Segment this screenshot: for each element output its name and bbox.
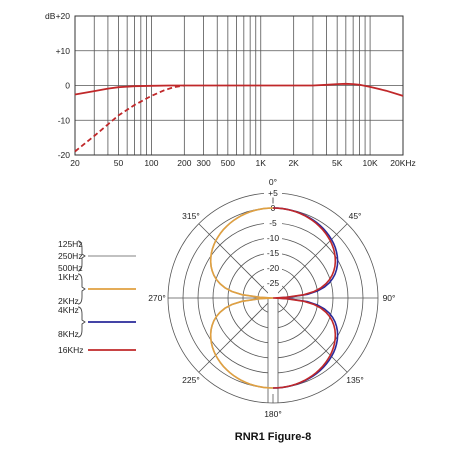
legend-label: 8KHz — [58, 329, 79, 339]
polar-angle-label: 315° — [182, 211, 200, 221]
polar-angle-label: 90° — [383, 293, 396, 303]
freq-y-tick-label: 0 — [65, 81, 70, 91]
polar-center-gap — [268, 208, 278, 394]
legend-label: 2KHz — [58, 296, 79, 306]
polar-spoke — [272, 223, 348, 299]
polar-tick-label-bg — [264, 278, 282, 288]
legend-brace — [77, 273, 86, 305]
polar-title: RNR1 Figure-8 — [235, 431, 311, 443]
polar-tick-label-bg — [264, 233, 282, 243]
polar-radial-tick-label: +5 — [268, 188, 278, 198]
polar-tick-label-bg — [264, 263, 282, 273]
polar-angle-label: 0° — [269, 177, 277, 187]
legend-brace — [77, 306, 86, 338]
freq-x-tick-label: 50 — [114, 158, 124, 168]
polar-radial-tick-label: -15 — [267, 248, 280, 258]
freq-x-tick-label: 100 — [144, 158, 158, 168]
polar-radial-tick-label: -20 — [267, 263, 280, 273]
polar-tick-label-bg — [264, 218, 282, 228]
polar-spoke — [272, 297, 348, 373]
polar-spoke — [198, 223, 274, 299]
freq-x-tick-label: 10K — [363, 158, 378, 168]
freq-x-tick-label: 20KHz — [390, 158, 416, 168]
polar-spoke — [198, 297, 274, 373]
legend-label: 1KHz — [58, 272, 79, 282]
legend-label: 4KHz — [58, 305, 79, 315]
freq-x-tick-label: 5K — [332, 158, 343, 168]
freq-x-tick-label: 2K — [288, 158, 299, 168]
polar-angle-label: 225° — [182, 375, 200, 385]
legend-brace — [77, 240, 86, 272]
freq-y-tick-label: +20 — [56, 11, 71, 21]
freq-x-tick-label: 200 — [177, 158, 191, 168]
legend-label: 500Hz — [58, 263, 83, 273]
legend-label: 125Hz — [58, 239, 83, 249]
polar-angle-label: 180° — [264, 409, 282, 419]
polar-angle-label: 270° — [148, 293, 166, 303]
polar-angle-label: 45° — [349, 211, 362, 221]
polar-radial-tick-label: -25 — [267, 278, 280, 288]
polar-tick-label-bg — [264, 188, 282, 198]
freq-plot-frame — [74, 15, 404, 156]
freq-x-tick-label: 300 — [196, 158, 210, 168]
frequency-response-chart: +20 +10 0 -10 -20 dB 20 50 100 200 300 500 1K 2K 5K 10K… — [45, 11, 416, 168]
polar-tick-label-bg — [264, 248, 282, 258]
polar-radial-tick-label: -10 — [267, 233, 280, 243]
freq-response-line — [74, 82, 404, 97]
polar-pattern-chart: +50-5-10-15-20-250°45°90°135°180°225°270… — [148, 177, 395, 419]
freq-y-tick-label: +10 — [56, 46, 71, 56]
legend-label: 250Hz — [58, 251, 83, 261]
freq-x-tick-label: 1K — [256, 158, 267, 168]
legend-label: 16KHz — [58, 345, 84, 355]
freq-response-line-dashed — [74, 84, 185, 153]
polar-pattern-curve — [272, 207, 337, 389]
polar-radial-tick-label: -5 — [269, 218, 277, 228]
freq-y-tick-label: -10 — [58, 115, 71, 125]
freq-y-unit-label: dB — [45, 11, 56, 21]
polar-angle-label: 135° — [346, 375, 364, 385]
freq-x-tick-label: 20 — [70, 158, 80, 168]
freq-y-tick-label: -20 — [58, 150, 71, 160]
freq-x-tick-label: 500 — [221, 158, 235, 168]
